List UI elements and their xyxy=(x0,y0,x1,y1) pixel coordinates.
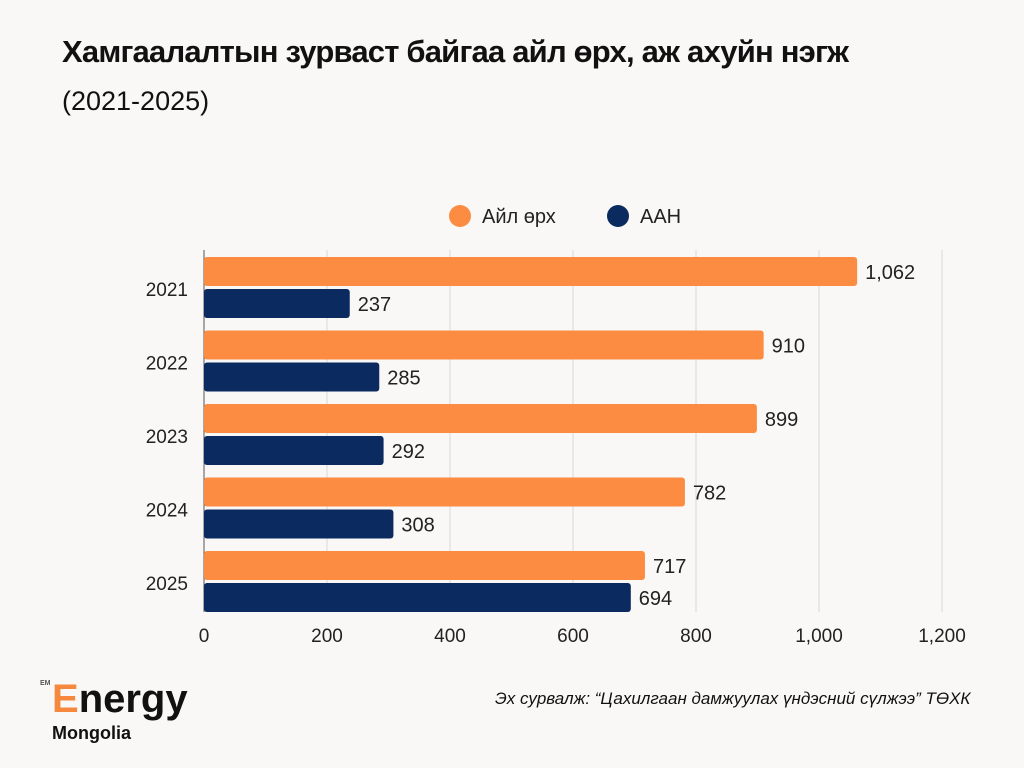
chart-subtitle: (2021-2025) xyxy=(62,86,210,116)
x-tick-label: 800 xyxy=(680,626,712,647)
y-category-label: 2025 xyxy=(146,574,188,595)
bar-entities xyxy=(204,289,350,318)
data-label: 782 xyxy=(693,483,726,505)
bar-entities xyxy=(204,509,394,539)
logo-nergy: nergy xyxy=(78,677,188,721)
logo-mark: EM xyxy=(40,680,51,687)
bar-households xyxy=(204,257,858,286)
data-label: 292 xyxy=(392,441,425,463)
energy-mongolia-logo: EM Energy Mongolia xyxy=(40,676,220,746)
data-label: 717 xyxy=(653,556,686,578)
bar-households xyxy=(204,330,764,360)
data-label: 285 xyxy=(387,368,420,390)
legend-marker xyxy=(607,205,629,227)
legend-label: Айл өрх xyxy=(482,206,556,228)
bar-households xyxy=(204,404,757,433)
x-tick-label: 400 xyxy=(434,626,466,647)
y-category-label: 2024 xyxy=(146,501,189,522)
y-category-label: 2023 xyxy=(146,427,188,448)
bar-entities xyxy=(204,436,384,465)
source-note: Эх сурвалж: “Цахилгаан дамжуулах үндэсни… xyxy=(495,689,971,708)
x-tick-label: 1,000 xyxy=(795,626,843,647)
bar-households xyxy=(204,551,645,580)
logo-energy: Energy xyxy=(52,676,188,722)
bar-entities xyxy=(204,583,631,612)
x-tick-label: 200 xyxy=(311,626,343,647)
x-tick-label: 1,200 xyxy=(918,626,966,647)
data-label: 1,062 xyxy=(865,262,915,284)
y-category-label: 2022 xyxy=(146,354,188,375)
x-tick-label: 600 xyxy=(557,626,589,647)
legend-label: ААН xyxy=(640,206,681,228)
logo-e: E xyxy=(52,677,79,721)
data-label: 899 xyxy=(765,409,798,431)
chart-title: Хамгаалалтын зурваст байгаа айл өрх, аж … xyxy=(62,34,849,69)
bar-entities xyxy=(204,362,380,392)
data-label: 237 xyxy=(358,294,391,316)
y-category-label: 2021 xyxy=(146,280,188,301)
logo-mongolia: Mongolia xyxy=(52,723,131,743)
data-label: 910 xyxy=(772,336,805,358)
bar-households xyxy=(204,477,685,507)
legend-marker xyxy=(449,205,471,227)
x-tick-label: 0 xyxy=(199,626,210,647)
data-label: 694 xyxy=(639,588,672,610)
data-label: 308 xyxy=(401,515,434,537)
